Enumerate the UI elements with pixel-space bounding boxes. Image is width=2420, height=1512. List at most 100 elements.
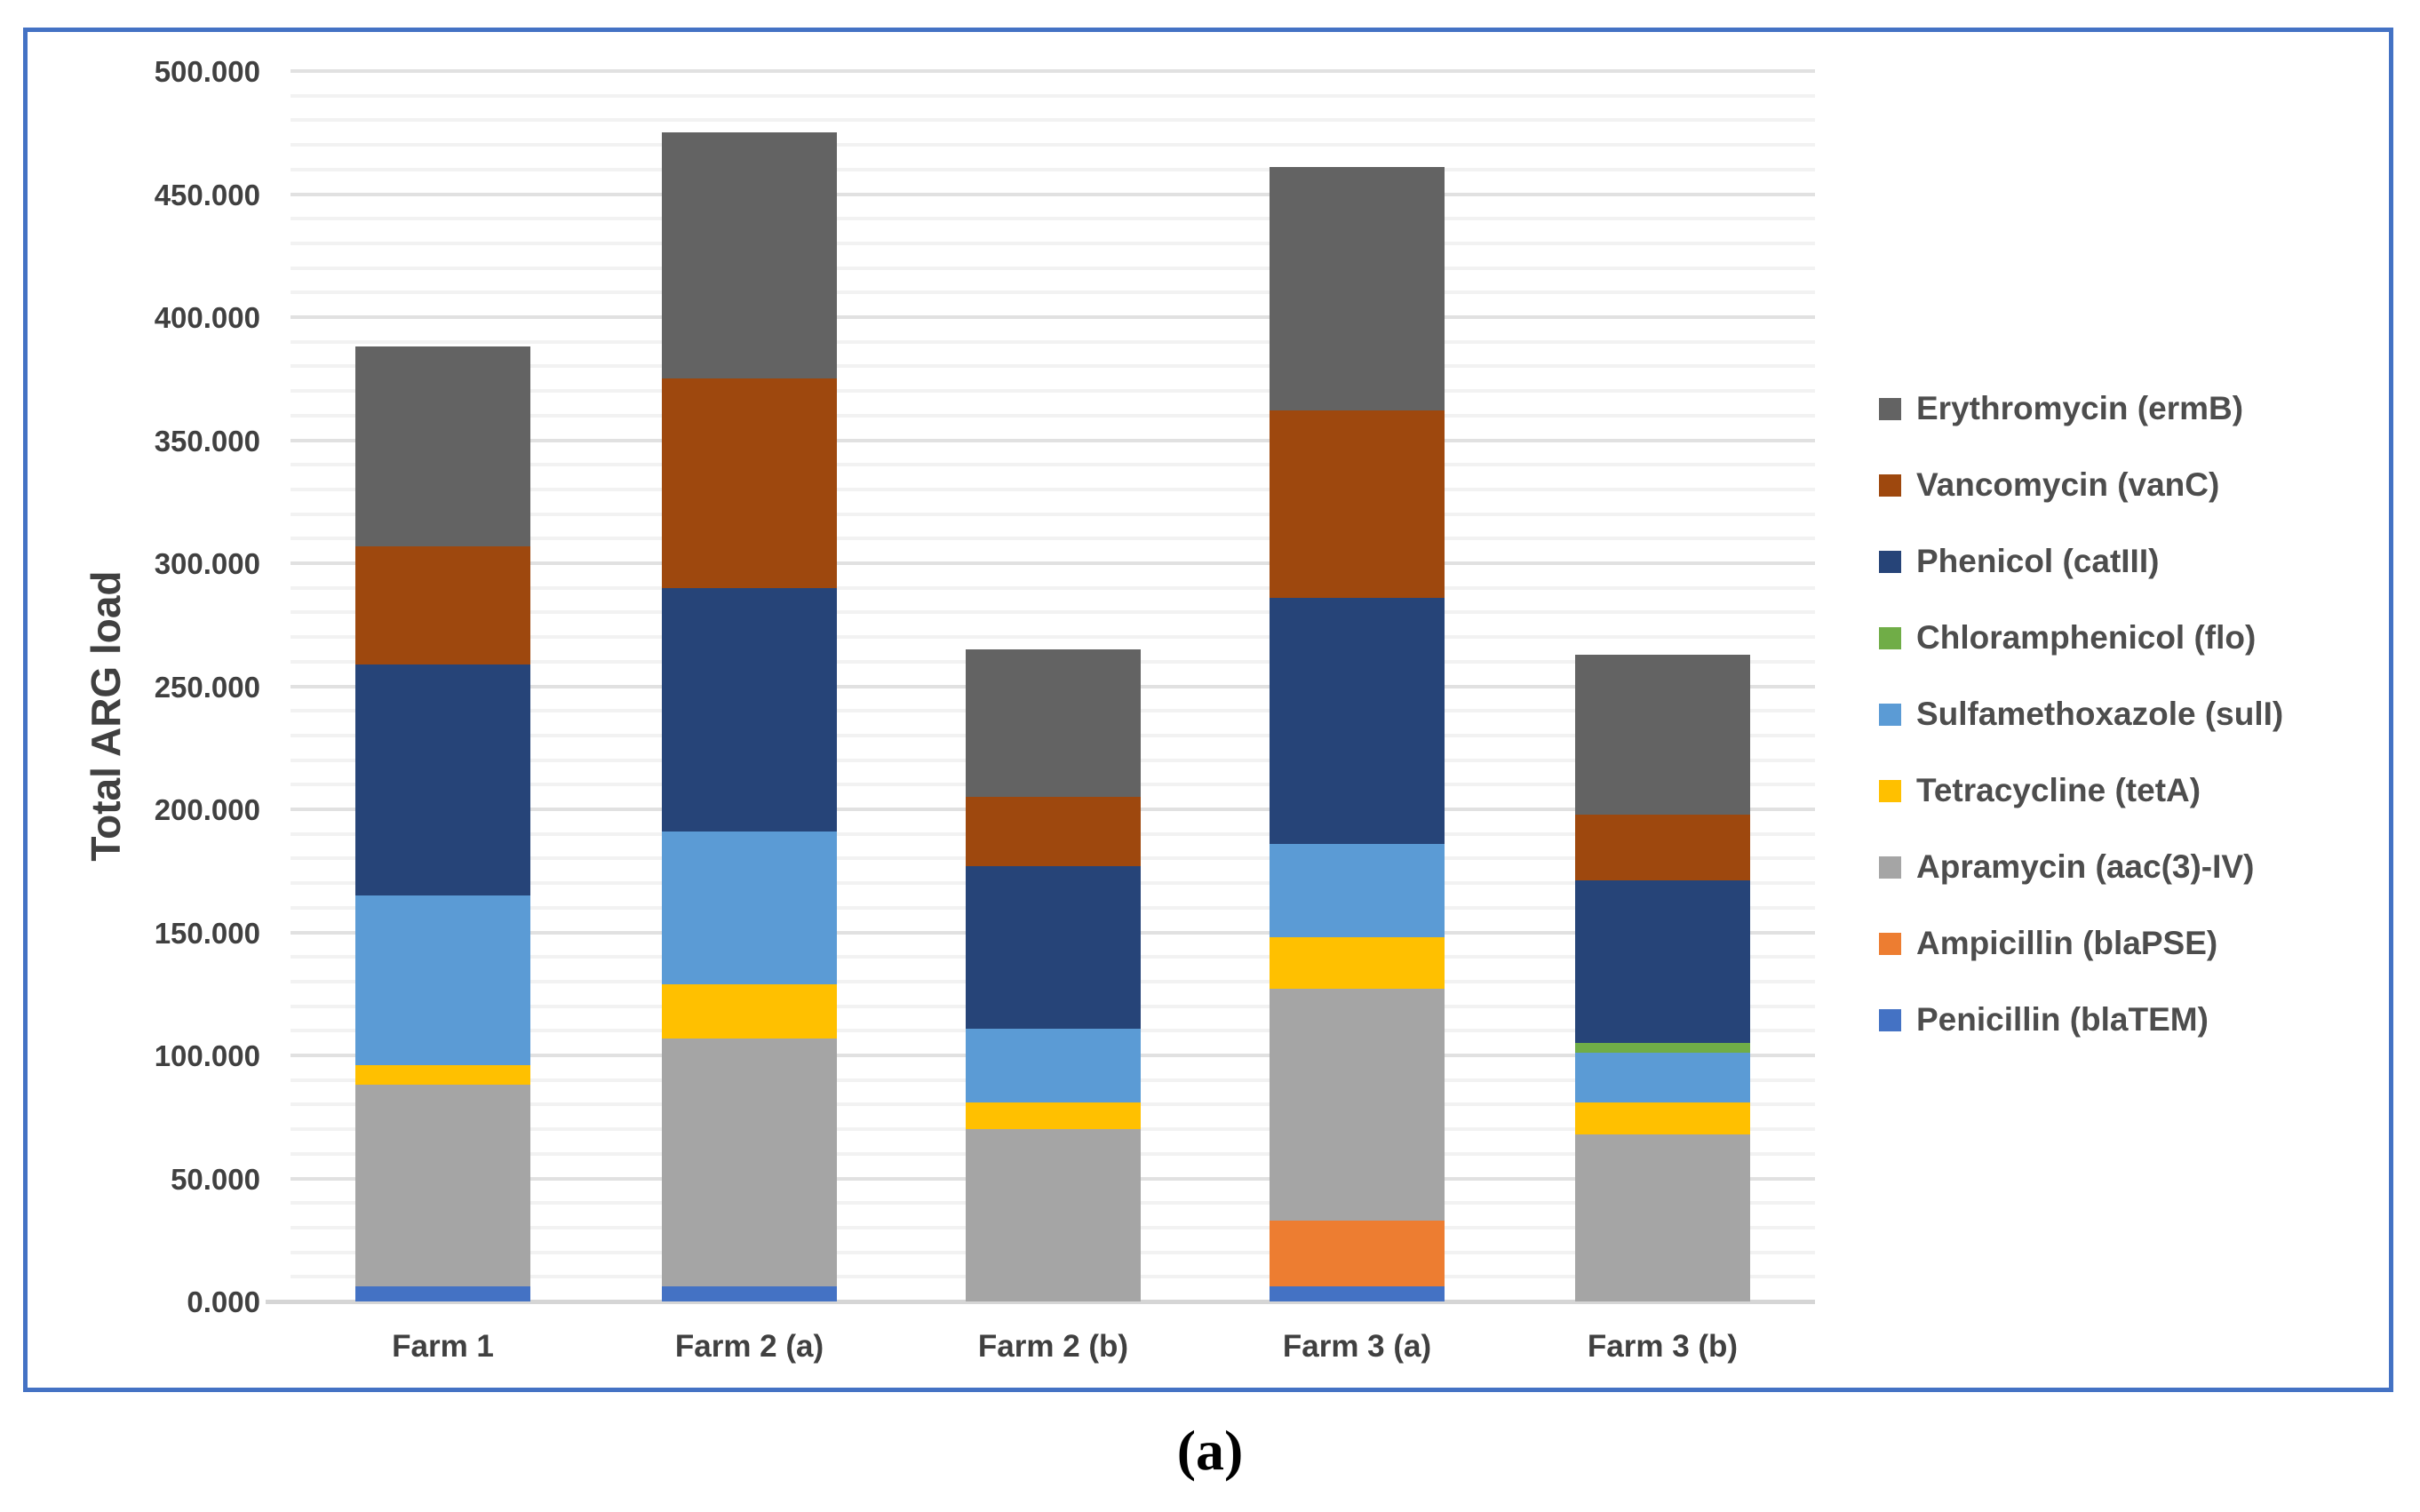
minor-gridline — [291, 93, 1815, 98]
y-tick-label: 150.000 — [154, 916, 260, 950]
bar-segment — [662, 132, 837, 379]
bar-segment — [355, 1085, 530, 1287]
x-category-label: Farm 2 (a) — [674, 1329, 824, 1364]
bar-segment — [966, 649, 1141, 798]
figure-caption: (a) — [1176, 1419, 1244, 1482]
y-tick-label: 350.000 — [154, 424, 260, 458]
bar-segment — [966, 1129, 1141, 1301]
minor-gridline — [291, 635, 1815, 640]
bar-segment — [1575, 1102, 1750, 1134]
y-tick-label: 250.000 — [154, 670, 260, 704]
bar-segment — [1270, 989, 1445, 1221]
bar-segment — [662, 831, 837, 984]
legend-label: Phenicol (catIII) — [1916, 543, 2160, 579]
bar-segment — [1270, 410, 1445, 598]
major-gridline — [291, 69, 1815, 73]
y-tick-label: 450.000 — [154, 178, 260, 211]
bar-farm-2-b- — [966, 71, 1141, 1301]
x-category-label: Farm 2 (b) — [977, 1329, 1129, 1364]
legend-item: Phenicol (catIII) — [1879, 523, 2283, 600]
legend-item: Ampicillin (blaPSE) — [1879, 905, 2283, 982]
minor-gridline — [291, 512, 1815, 516]
minor-gridline — [291, 487, 1815, 491]
legend-label: Sulfamethoxazole (sulI) — [1916, 696, 2284, 732]
y-tick-label: 0.000 — [187, 1285, 260, 1318]
y-tick-label: 400.000 — [154, 301, 260, 334]
bar-segment — [1270, 167, 1445, 411]
legend-label: Vancomycin (vanC) — [1916, 466, 2220, 503]
bar-segment — [355, 664, 530, 895]
figure-border — [23, 28, 2393, 1392]
bar-segment — [1575, 654, 1750, 815]
bar-segment — [355, 895, 530, 1066]
minor-gridline — [291, 143, 1815, 147]
legend-swatch-icon — [1879, 473, 1901, 497]
bar-segment — [355, 346, 530, 546]
minor-gridline — [291, 241, 1815, 245]
bar-segment — [662, 587, 837, 832]
legend-item: Penicillin (blaTEM) — [1879, 982, 2283, 1058]
y-axis-title: Total ARG load — [83, 570, 129, 862]
minor-gridline — [291, 266, 1815, 270]
bar-segment — [662, 1286, 837, 1301]
y-tick-label: 100.000 — [154, 1039, 260, 1072]
minor-gridline — [291, 537, 1815, 541]
bar-segment — [1270, 937, 1445, 990]
minor-gridline — [291, 290, 1815, 295]
legend-item: Vancomycin (vanC) — [1879, 447, 2283, 523]
bar-segment — [1270, 1220, 1445, 1287]
minor-gridline — [291, 389, 1815, 394]
bar-segment — [1270, 597, 1445, 844]
legend-swatch-icon — [1879, 932, 1901, 955]
minor-gridline — [291, 610, 1815, 615]
bar-segment — [966, 797, 1141, 866]
minor-gridline — [291, 364, 1815, 369]
x-category-label: Farm 1 — [392, 1329, 494, 1364]
legend-swatch-icon — [1879, 855, 1901, 879]
legend-label: Ampicillin (blaPSE) — [1916, 925, 2218, 961]
bar-segment — [966, 865, 1141, 1029]
minor-gridline — [291, 463, 1815, 467]
legend-swatch-icon — [1879, 397, 1901, 420]
bar-segment — [1270, 1286, 1445, 1301]
bar-segment — [355, 1065, 530, 1086]
plot-area: 0.000 50.000 100.000 150.000 200.000 250.000 3… — [155, 57, 1815, 1317]
bar-segment — [355, 545, 530, 664]
bar-farm-2-a- — [662, 71, 837, 1301]
y-tick-label: 200.000 — [154, 793, 260, 826]
major-gridline — [291, 438, 1815, 442]
minor-gridline — [291, 585, 1815, 590]
bar-segment — [1575, 1043, 1750, 1054]
bar-segment — [1575, 1053, 1750, 1102]
bar-segment — [662, 983, 837, 1039]
x-axis-line — [266, 1300, 1815, 1304]
bar-segment — [1270, 843, 1445, 938]
x-category-label: Farm 3 (b) — [1587, 1329, 1739, 1364]
legend-swatch-icon — [1879, 550, 1901, 573]
minor-gridline — [291, 339, 1815, 344]
y-tick-label: 300.000 — [154, 547, 260, 580]
legend-swatch-icon — [1879, 703, 1901, 726]
x-category-label: Farm 3 (a) — [1282, 1329, 1432, 1364]
bar-segment — [966, 1028, 1141, 1102]
minor-gridline — [291, 413, 1815, 418]
bar-segment — [1575, 880, 1750, 1044]
bar-segment — [966, 1102, 1141, 1130]
legend-item: Erythromycin (ermB) — [1879, 370, 2283, 447]
minor-gridline — [291, 167, 1815, 171]
legend-item: Apramycin (aac(3)-IV) — [1879, 829, 2283, 905]
major-gridline — [291, 315, 1815, 319]
legend-label: Penicillin (blaTEM) — [1916, 1001, 2209, 1038]
bar-farm-1 — [355, 71, 530, 1301]
legend-label: Erythromycin (ermB) — [1916, 390, 2244, 426]
legend: Erythromycin (ermB) Vancomycin (vanC) Phen… — [1879, 370, 2283, 1058]
bar-segment — [1575, 814, 1750, 881]
bar-segment — [662, 378, 837, 588]
legend-swatch-icon — [1879, 779, 1901, 802]
major-gridline — [291, 192, 1815, 196]
legend-label: Tetracycline (tetA) — [1916, 772, 2201, 808]
bar-farm-3-a- — [1270, 71, 1445, 1301]
minor-gridline — [291, 118, 1815, 123]
bar-segment — [662, 1038, 837, 1287]
